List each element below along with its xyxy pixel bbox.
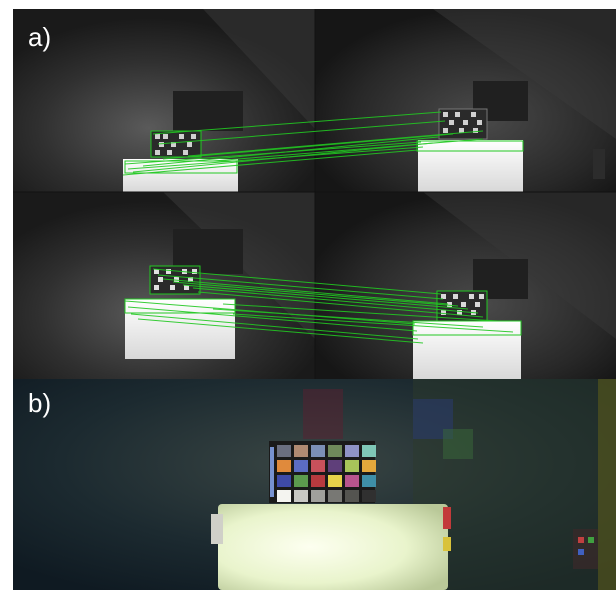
panel-a: [13, 9, 616, 379]
checker-patch: [362, 490, 376, 502]
checker-patch: [345, 460, 359, 472]
panel-b-label: b): [28, 388, 52, 418]
image-top-left: [13, 9, 315, 192]
checker-patch: [328, 490, 342, 502]
checker-patch: [294, 460, 308, 472]
checker-patch: [277, 475, 291, 487]
checker-patch: [345, 445, 359, 457]
panel-a-image: [13, 9, 616, 379]
checker-patch: [328, 445, 342, 457]
checker-patch: [277, 445, 291, 457]
checker-patch: [311, 460, 325, 472]
checker-patch: [277, 490, 291, 502]
checker-patch: [311, 475, 325, 487]
checker-patch: [294, 490, 308, 502]
panel-b: [13, 379, 616, 590]
illuminated-box: [218, 504, 448, 590]
checker-patch: [345, 490, 359, 502]
checker-patch: [362, 445, 376, 457]
match-lines-bottom: [124, 268, 514, 344]
panel-b-image: [13, 379, 616, 590]
checker-patch: [294, 445, 308, 457]
checker-patch: [328, 460, 342, 472]
checker-patch: [328, 475, 342, 487]
image-bottom-left: [13, 192, 315, 379]
checker-patch: [362, 460, 376, 472]
checker-patch: [345, 475, 359, 487]
checker-patch: [362, 475, 376, 487]
color-checker: [269, 441, 376, 503]
checker-patch: [294, 475, 308, 487]
image-top-right: [315, 9, 616, 192]
image-bottom-right: [315, 192, 616, 379]
checker-patch: [277, 460, 291, 472]
panel-a-label: a): [28, 22, 52, 52]
checker-patch: [311, 445, 325, 457]
checker-patch: [311, 490, 325, 502]
